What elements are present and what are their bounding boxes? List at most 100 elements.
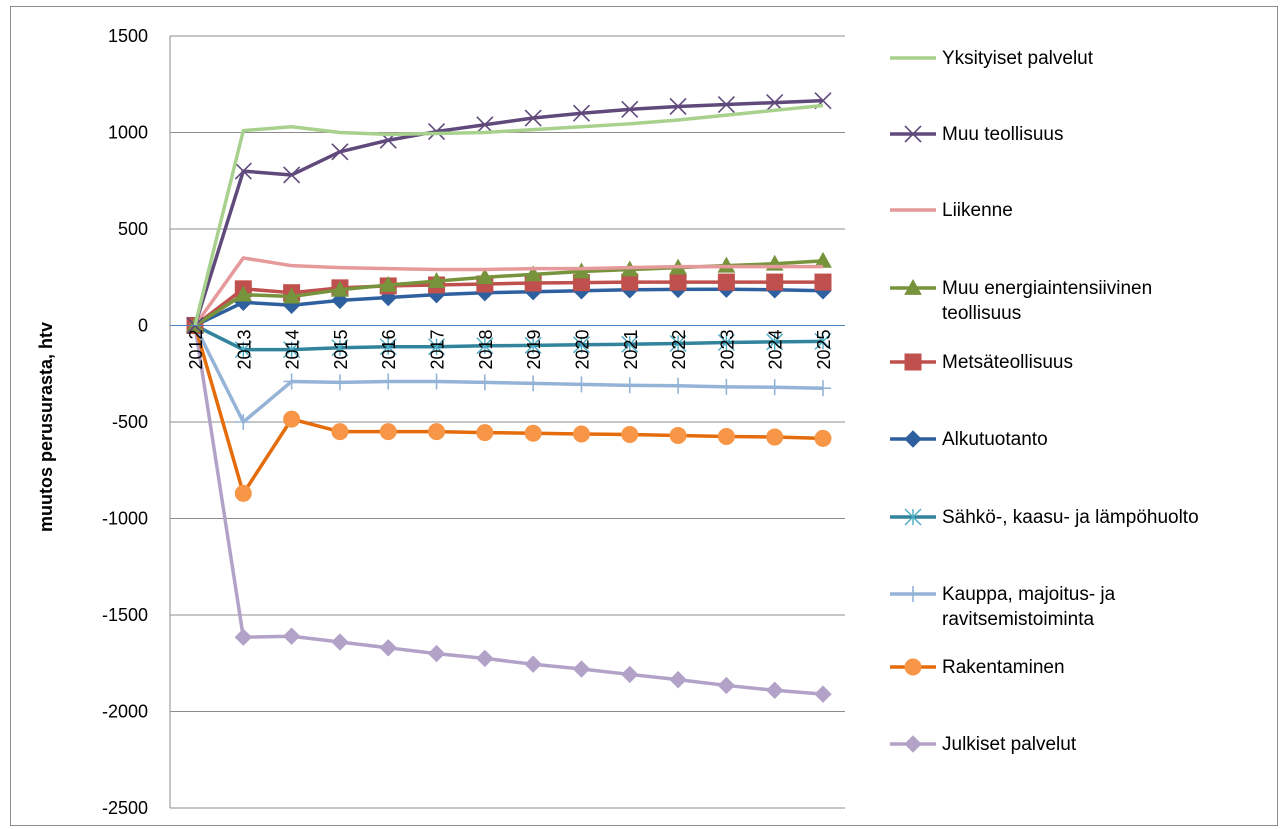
data-point: [235, 414, 252, 430]
legend-item: Liikenne: [890, 200, 1013, 221]
data-point: [476, 116, 494, 134]
data-point: [572, 104, 591, 122]
data-point: [717, 427, 735, 445]
data-point: [331, 143, 349, 161]
data-point: [572, 660, 591, 678]
y-tick-label: -1000: [102, 509, 148, 529]
x-tick-label: 2018: [476, 330, 496, 370]
series-muu-teollisuus: [186, 92, 832, 335]
legend-label: Alkutuotanto: [942, 429, 1048, 450]
series-rakentaminen: [186, 317, 832, 502]
series-line: [193, 98, 824, 327]
data-point: [379, 423, 397, 441]
series-line: [193, 325, 824, 696]
x-tick-label: 2012: [186, 330, 206, 370]
legend-label: Sähkö-, kaasu- ja lämpöhuolto: [942, 507, 1199, 528]
data-point: [717, 273, 735, 291]
data-point: [524, 655, 542, 673]
data-point: [572, 262, 591, 279]
data-point: [234, 628, 253, 646]
data-point: [717, 256, 736, 273]
data-point: [428, 373, 445, 390]
data-point: [379, 338, 397, 356]
data-point: [904, 278, 922, 295]
data-point: [905, 586, 921, 602]
series-line: [193, 256, 823, 327]
data-point: [234, 341, 252, 359]
data-point: [766, 379, 783, 396]
data-point: [331, 339, 349, 357]
data-point: [669, 427, 687, 445]
legend-label: teollisuus: [942, 303, 1021, 324]
data-point: [476, 374, 493, 391]
data-point: [524, 424, 542, 442]
series-julkiset-palvelut: [186, 316, 832, 703]
data-point: [476, 424, 494, 442]
series-line: [194, 323, 824, 352]
data-point: [234, 162, 252, 180]
data-point: [669, 273, 687, 291]
data-point: [331, 423, 349, 441]
data-point: [621, 100, 639, 118]
legend-label: Rakentaminen: [942, 657, 1065, 678]
legend-item: Alkutuotanto: [890, 429, 1048, 450]
x-marker-stroke: [717, 95, 735, 114]
data-point: [379, 639, 397, 657]
chart-frame: [10, 6, 1278, 826]
legend-label: Muu teollisuus: [942, 124, 1063, 145]
data-point: [234, 285, 253, 302]
series-kauppa-majoitus-ja-ravitsemistoiminta: [187, 317, 831, 430]
x-marker-stroke: [476, 116, 494, 134]
legend-item: Rakentaminen: [890, 657, 1065, 678]
x-marker-stroke: [524, 109, 542, 127]
x-tick-label: 2019: [524, 330, 544, 370]
data-point: [428, 423, 446, 441]
data-point: [815, 380, 831, 397]
legend-item: Yksityiset palvelut: [890, 48, 1094, 69]
data-point: [669, 334, 687, 352]
data-point: [621, 335, 639, 353]
x-tick-label: 2017: [428, 330, 448, 370]
series-line: [193, 324, 824, 424]
data-point: [904, 353, 922, 371]
x-tick-label: 2023: [717, 330, 737, 370]
x-tick-label: 2015: [331, 330, 351, 370]
x-marker-stroke: [904, 125, 922, 143]
y-tick-label: 1000: [108, 123, 148, 143]
x-tick-label: 2020: [572, 330, 592, 370]
legend-label: ravitsemistoiminta: [942, 609, 1094, 630]
legend-item: Muu teollisuus: [890, 124, 1063, 145]
data-point: [621, 377, 638, 394]
legend-label: Yksityiset palvelut: [942, 48, 1094, 69]
series-sähkö-kaasu-ja-lämpöhuolto: [186, 317, 832, 359]
data-point: [904, 430, 922, 448]
data-point: [814, 332, 832, 350]
x-marker-stroke: [621, 100, 639, 118]
data-point: [814, 273, 832, 291]
data-point: [283, 373, 300, 390]
data-point: [766, 428, 784, 446]
data-point: [621, 273, 639, 291]
legend-label: Julkiset palvelut: [942, 734, 1077, 755]
data-point: [904, 125, 922, 143]
y-tick-label: -2000: [102, 702, 148, 722]
data-point: [621, 665, 639, 684]
data-point: [331, 633, 349, 651]
data-point: [427, 272, 446, 289]
y-tick-label: 0: [138, 316, 148, 336]
data-point: [428, 338, 446, 356]
data-point: [524, 265, 543, 282]
data-point: [572, 425, 590, 443]
gridlines: [170, 35, 845, 809]
data-point: [573, 376, 590, 393]
data-point: [427, 122, 446, 141]
x-tick-label: 2016: [379, 330, 399, 370]
data-point: [904, 735, 922, 753]
series-yksityiset-palvelut: [193, 103, 824, 326]
x-marker-stroke: [766, 94, 784, 112]
data-point: [283, 341, 301, 359]
y-tick-label: 500: [118, 219, 148, 239]
legend-item: Metsäteollisuus: [890, 352, 1073, 373]
data-point: [904, 508, 922, 526]
